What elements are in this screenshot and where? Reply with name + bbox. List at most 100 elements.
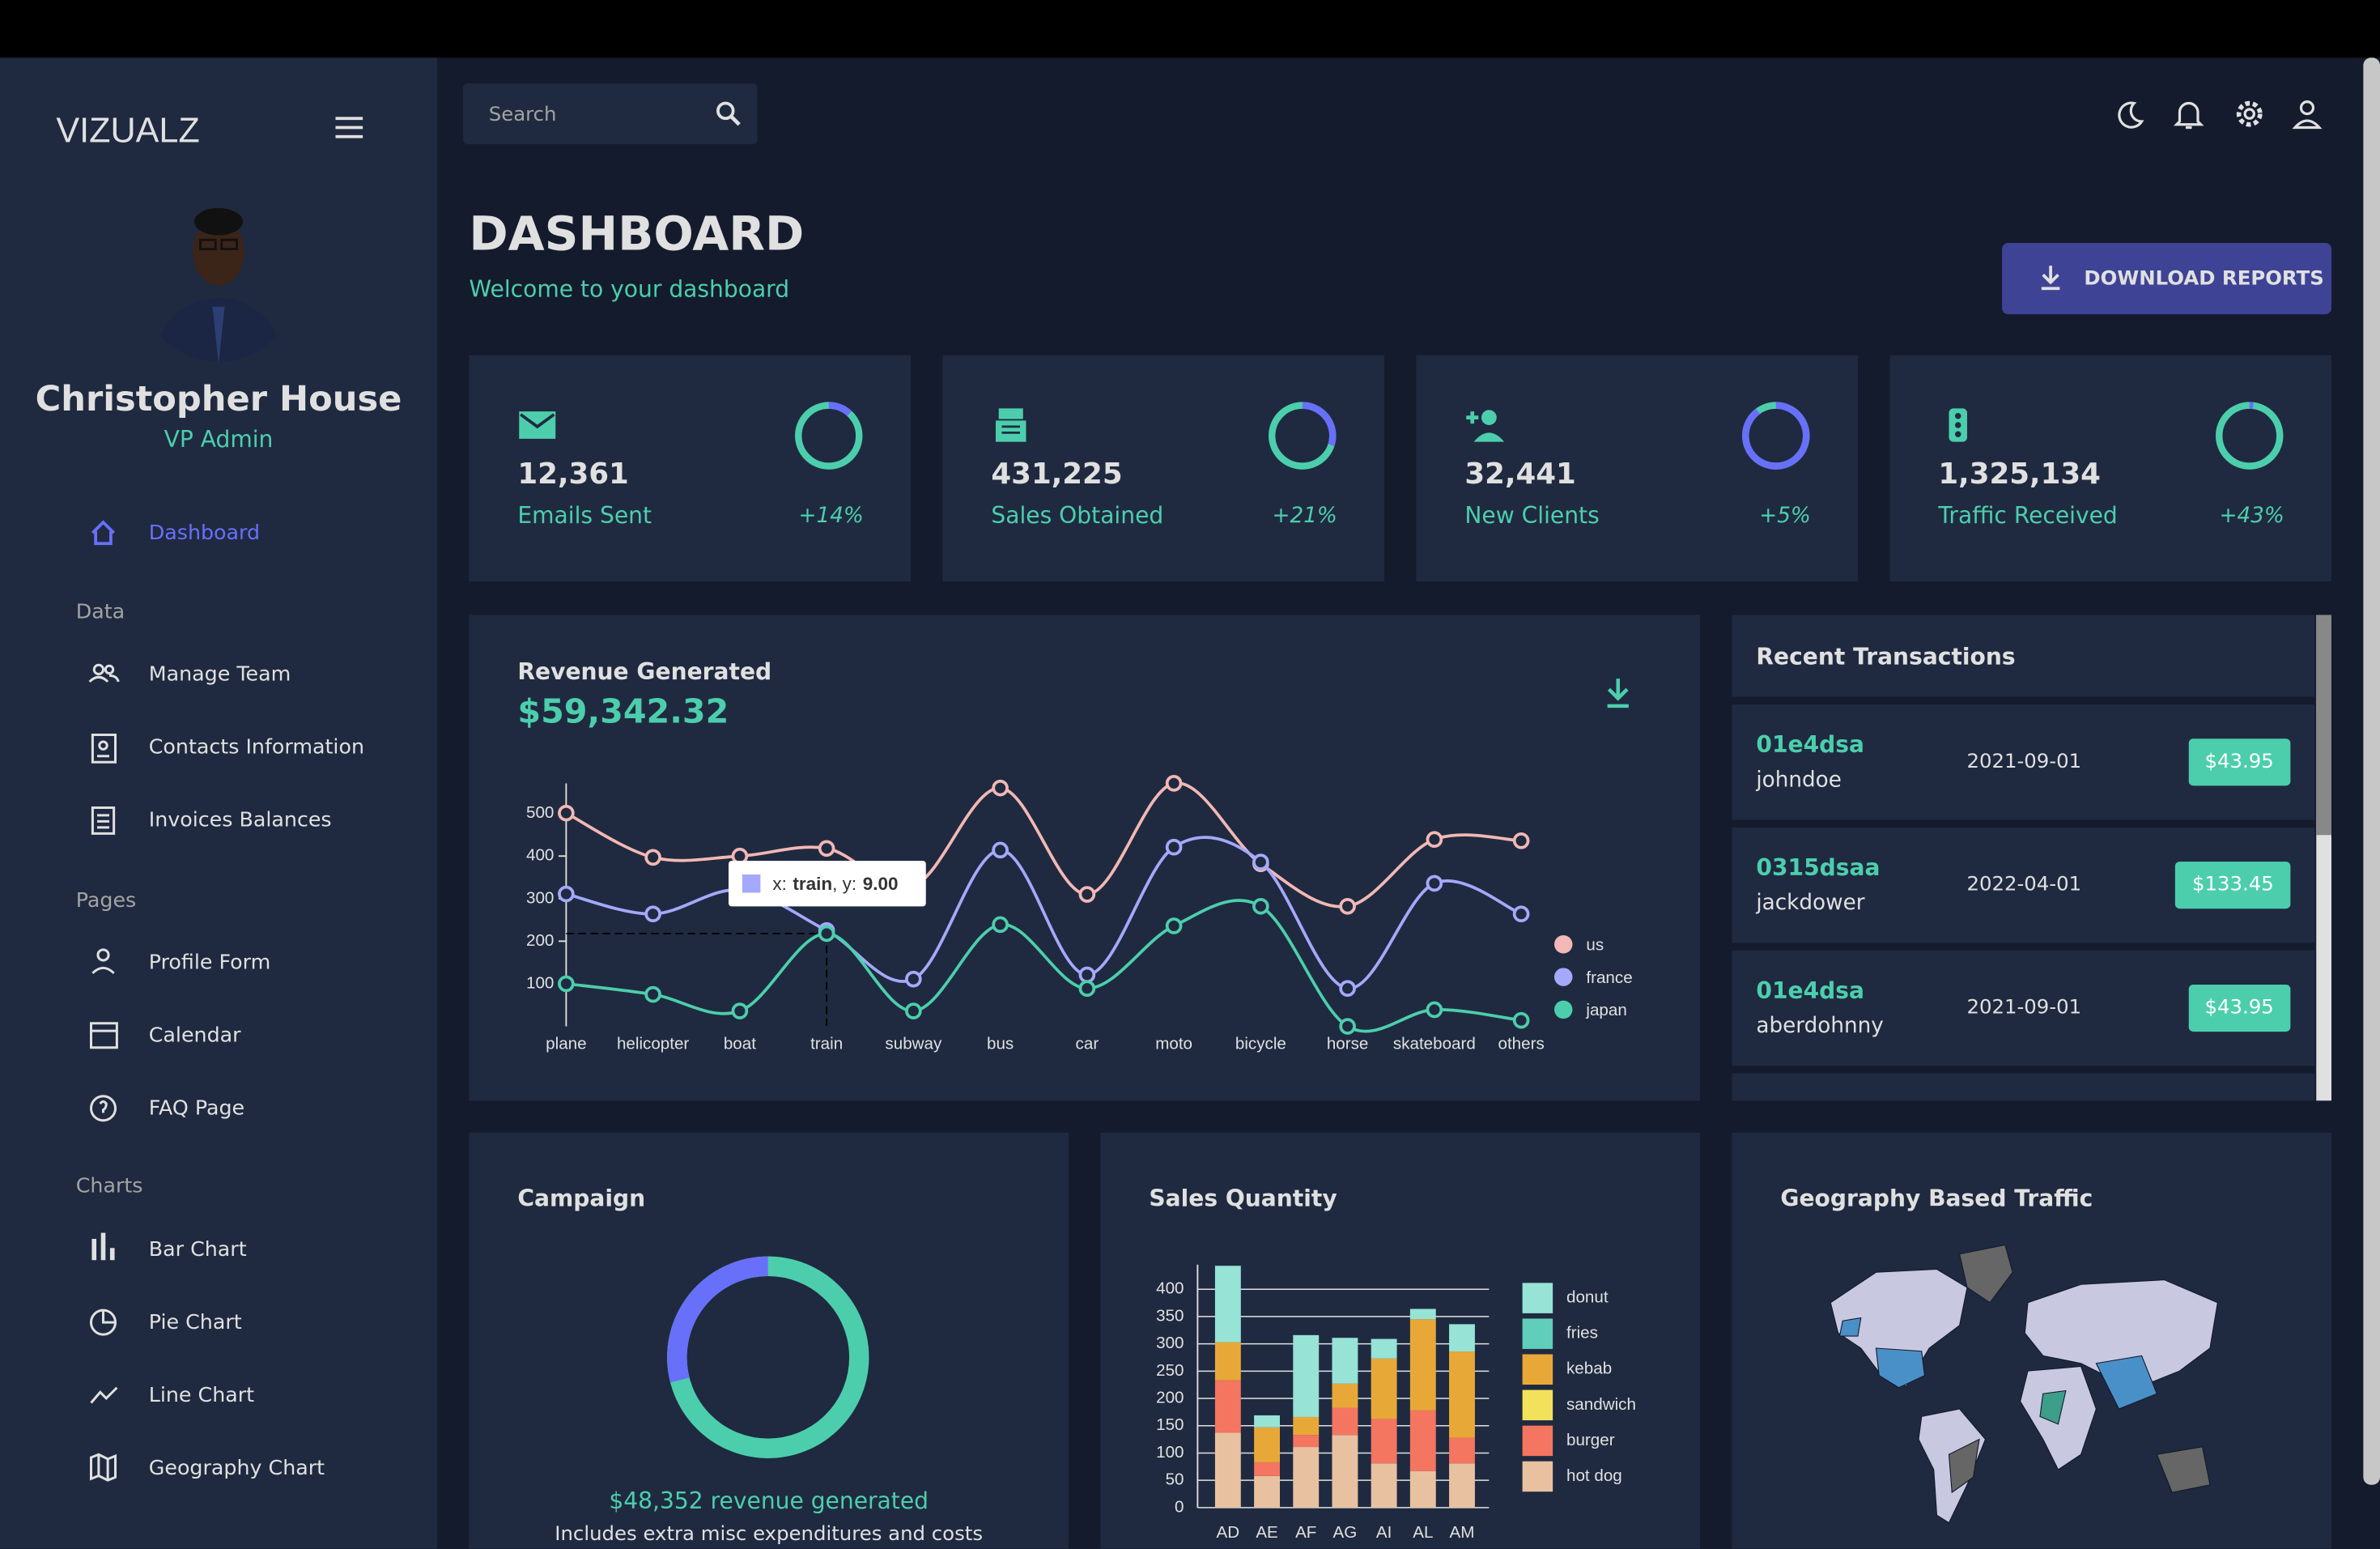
shape (1481, 410, 1497, 425)
legend-symbol (1523, 1355, 1553, 1385)
search-placeholder[interactable]: Search (489, 105, 557, 125)
y-tick-label: 300 (526, 888, 554, 907)
shape (798, 406, 859, 466)
nav-item[interactable]: Contacts Information (149, 738, 364, 759)
download-icon[interactable] (2038, 264, 2063, 292)
shape (94, 665, 103, 674)
nav-item[interactable]: Dashboard (149, 524, 260, 544)
shape (335, 135, 363, 138)
stat-icon (517, 406, 557, 445)
transaction-user: aberdohnny (1756, 1015, 1883, 1036)
point (1341, 981, 1354, 995)
stat-label: Traffic Received (1938, 504, 2117, 527)
transaction-cost: $133.45 (2175, 862, 2290, 909)
nav-section: Data (76, 603, 125, 623)
bar-segment (1410, 1411, 1436, 1471)
transaction-cost: $43.95 (2188, 738, 2291, 785)
avatar (142, 198, 295, 364)
point (1167, 919, 1181, 933)
y-tick-label: 0 (1175, 1497, 1184, 1516)
x-tick-label: bus (987, 1034, 1014, 1053)
point (559, 806, 573, 820)
nav-item[interactable]: Profile Form (149, 954, 271, 974)
nav-item[interactable]: Manage Team (149, 666, 291, 686)
shape (100, 1101, 107, 1113)
geo-card: Geography Based Traffic (1732, 1133, 2331, 1549)
transaction-date: 2021-09-01 (1944, 752, 2104, 772)
stat-change: +43% (2220, 505, 2284, 526)
point (646, 850, 660, 864)
bar-segment (1410, 1309, 1436, 1319)
x-tick-label: AM (1450, 1523, 1475, 1542)
bar-segment (1410, 1319, 1436, 1411)
legend-symbol (1554, 968, 1573, 986)
point (1341, 1019, 1354, 1033)
x-tick-label: moto (1155, 1034, 1192, 1053)
x-tick-label: AG (1333, 1523, 1358, 1542)
y-tick-label: 100 (526, 973, 554, 992)
scroll-thumb[interactable] (2316, 615, 2331, 835)
nav-item[interactable]: FAQ Page (149, 1100, 244, 1120)
stat-label: New Clients (1464, 504, 1599, 527)
x-tick-label: car (1076, 1034, 1099, 1053)
menu-icon[interactable] (335, 116, 366, 140)
shape (2157, 1447, 2210, 1492)
stat-value: 1,325,134 (1938, 461, 2101, 490)
nav-icons (88, 653, 121, 1503)
legend-label: hot dog (1566, 1466, 1622, 1485)
shape (2245, 109, 2254, 118)
point (1080, 981, 1094, 995)
nav-item[interactable]: Geography Chart (149, 1459, 325, 1479)
shape (829, 406, 850, 414)
shape (92, 968, 113, 973)
y-tick-label: 300 (1156, 1334, 1184, 1352)
shape (91, 1096, 116, 1121)
point (907, 1004, 920, 1018)
stat-value: 431,225 (991, 461, 1122, 490)
home-icon[interactable] (90, 519, 117, 547)
shape (335, 117, 363, 120)
point (1254, 855, 1268, 869)
bar-segment (1449, 1438, 1475, 1464)
x-tick-label: AL (1413, 1523, 1433, 1542)
nav-item[interactable]: Bar Chart (149, 1240, 247, 1261)
shape (92, 522, 113, 543)
bar-segment (1449, 1324, 1475, 1351)
campaign-card: Campaign $48,352 revenue generated Inclu… (469, 1133, 1069, 1549)
shape (2042, 266, 2060, 288)
download-label[interactable]: DOWNLOAD REPORTS (2084, 270, 2323, 289)
shape (996, 420, 1026, 441)
point (1254, 900, 1268, 913)
x-tick-label: skateboard (1393, 1034, 1476, 1053)
transaction-id: 0315dsaa (1756, 857, 1880, 879)
bar-segment (1293, 1447, 1319, 1508)
point (1167, 840, 1181, 854)
nav-item[interactable]: Pie Chart (149, 1313, 242, 1334)
stat-ring (1266, 399, 1339, 472)
nav-item[interactable]: Invoices Balances (149, 811, 332, 832)
y-tick-label: 150 (1156, 1415, 1184, 1434)
shape (1955, 422, 1961, 428)
top-icons[interactable] (2113, 97, 2326, 130)
shape (999, 408, 1023, 419)
nav-item[interactable]: Line Chart (149, 1386, 254, 1406)
geo-title: Geography Based Traffic (1780, 1188, 2093, 1211)
legend-label: france (1586, 968, 1632, 987)
search-icon[interactable] (715, 100, 742, 128)
bar-segment (1254, 1428, 1280, 1462)
shape (91, 1388, 117, 1403)
x-tick-label: AI (1376, 1523, 1392, 1542)
nav-item[interactable]: Calendar (149, 1027, 241, 1047)
point (1515, 907, 1528, 921)
legend-label: donut (1566, 1288, 1609, 1307)
legend-symbol (1523, 1462, 1553, 1492)
point (559, 977, 573, 990)
legend-symbol (1554, 1001, 1573, 1019)
transaction-user: johndoe (1756, 770, 1842, 791)
tooltip-swatch (742, 875, 761, 893)
stat-label: Sales Obtained (991, 504, 1163, 527)
